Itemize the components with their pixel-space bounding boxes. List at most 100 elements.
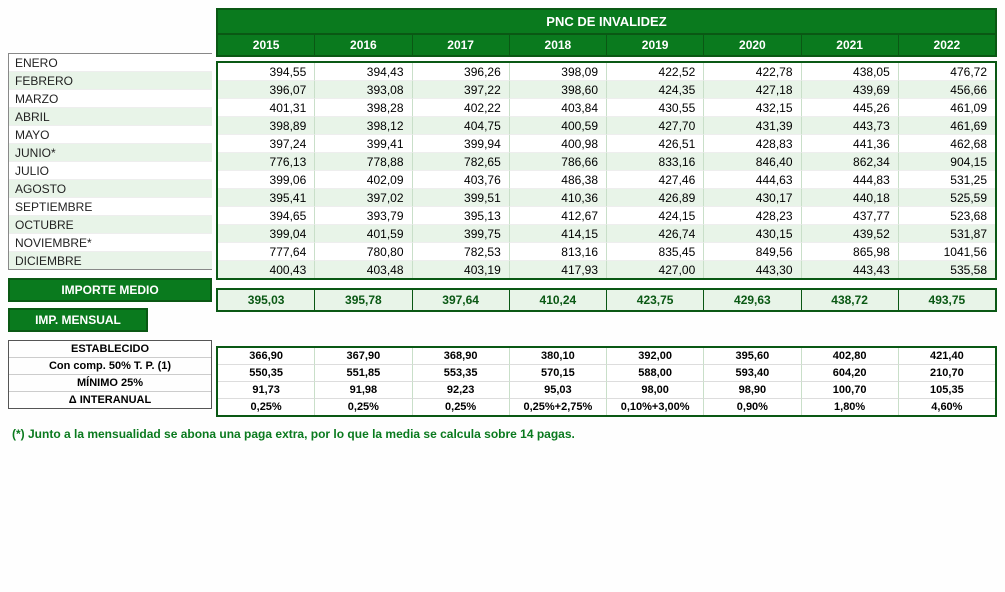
- importe-medio-cell: 397,64: [413, 290, 510, 310]
- data-cell: 486,38: [510, 171, 607, 189]
- data-cell: 444,63: [704, 171, 801, 189]
- data-cell: 1041,56: [899, 243, 995, 261]
- data-cell: 0,90%: [704, 399, 801, 415]
- data-cell: 523,68: [899, 207, 995, 225]
- month-label: ENERO: [9, 54, 212, 72]
- table-row: 394,65393,79395,13412,67424,15428,23437,…: [218, 207, 995, 225]
- data-cell: 399,75: [413, 225, 510, 243]
- data-cell: 398,09: [510, 63, 607, 81]
- data-cell: 399,51: [413, 189, 510, 207]
- data-cell: 414,15: [510, 225, 607, 243]
- data-cell: 421,40: [899, 348, 995, 365]
- data-cell: 846,40: [704, 153, 801, 171]
- table-row: 399,06402,09403,76486,38427,46444,63444,…: [218, 171, 995, 189]
- data-cell: 525,59: [899, 189, 995, 207]
- data-cell: 444,83: [802, 171, 899, 189]
- importe-medio-row: 395,03395,78397,64410,24423,75429,63438,…: [216, 288, 997, 312]
- data-cell: 445,26: [802, 99, 899, 117]
- table-row: 401,31398,28402,22403,84430,55432,15445,…: [218, 99, 995, 117]
- data-cell: 403,76: [413, 171, 510, 189]
- table-row: 776,13778,88782,65786,66833,16846,40862,…: [218, 153, 995, 171]
- data-cell: 550,35: [218, 365, 315, 382]
- data-cell: 553,35: [413, 365, 510, 382]
- data-cell: 398,60: [510, 81, 607, 99]
- data-cell: 780,80: [315, 243, 412, 261]
- data-cell: 782,65: [413, 153, 510, 171]
- month-label: JUNIO*: [9, 144, 212, 162]
- table-row: 395,41397,02399,51410,36426,89430,17440,…: [218, 189, 995, 207]
- data-cell: 424,35: [607, 81, 704, 99]
- table-row: 550,35551,85553,35570,15588,00593,40604,…: [218, 365, 995, 382]
- bottom-row-label: ESTABLECIDO: [9, 341, 211, 358]
- data-cell: 476,72: [899, 63, 995, 81]
- data-cell: 461,69: [899, 117, 995, 135]
- data-cell: 401,31: [218, 99, 315, 117]
- data-cell: 91,73: [218, 382, 315, 399]
- table-row: 777,64780,80782,53813,16835,45849,56865,…: [218, 243, 995, 261]
- data-cell: 367,90: [315, 348, 412, 365]
- year-header: 2020: [704, 35, 801, 55]
- data-cell: 210,70: [899, 365, 995, 382]
- month-label: SEPTIEMBRE: [9, 198, 212, 216]
- month-label: OCTUBRE: [9, 216, 212, 234]
- data-cell: 368,90: [413, 348, 510, 365]
- data-cell: 98,00: [607, 382, 704, 399]
- data-cell: 535,58: [899, 261, 995, 278]
- bottom-row-labels: ESTABLECIDOCon comp. 50% T. P. (1)MÍNIMO…: [8, 340, 212, 409]
- data-cell: 427,46: [607, 171, 704, 189]
- year-header: 2022: [899, 35, 995, 55]
- data-cell: 426,51: [607, 135, 704, 153]
- table-row: 400,43403,48403,19417,93427,00443,30443,…: [218, 261, 995, 278]
- data-cell: 782,53: [413, 243, 510, 261]
- data-cell: 394,65: [218, 207, 315, 225]
- imp-mensual-header: IMP. MENSUAL: [8, 308, 148, 332]
- table-row: 366,90367,90368,90380,10392,00395,60402,…: [218, 348, 995, 365]
- data-cell: 399,06: [218, 171, 315, 189]
- data-cell: 400,43: [218, 261, 315, 278]
- data-cell: 399,94: [413, 135, 510, 153]
- data-cell: 426,89: [607, 189, 704, 207]
- importe-medio-cell: 493,75: [899, 290, 995, 310]
- data-cell: 551,85: [315, 365, 412, 382]
- data-cell: 813,16: [510, 243, 607, 261]
- data-cell: 904,15: [899, 153, 995, 171]
- data-cell: 1,80%: [802, 399, 899, 415]
- data-cell: 427,18: [704, 81, 801, 99]
- data-column: PNC DE INVALIDEZ 20152016201720182019202…: [216, 8, 997, 417]
- data-cell: 440,18: [802, 189, 899, 207]
- data-cell: 398,12: [315, 117, 412, 135]
- data-cell: 604,20: [802, 365, 899, 382]
- data-cell: 399,41: [315, 135, 412, 153]
- data-cell: 400,59: [510, 117, 607, 135]
- data-cell: 397,24: [218, 135, 315, 153]
- data-cell: 865,98: [802, 243, 899, 261]
- data-cell: 397,02: [315, 189, 412, 207]
- month-label: JULIO: [9, 162, 212, 180]
- data-cell: 0,25%: [413, 399, 510, 415]
- data-cell: 430,55: [607, 99, 704, 117]
- data-cell: 92,23: [413, 382, 510, 399]
- importe-medio-cell: 423,75: [607, 290, 704, 310]
- year-header-row: 20152016201720182019202020212022: [216, 35, 997, 57]
- data-cell: 398,89: [218, 117, 315, 135]
- importe-medio-header: IMPORTE MEDIO: [8, 278, 212, 302]
- data-cell: 438,05: [802, 63, 899, 81]
- data-cell: 456,66: [899, 81, 995, 99]
- data-cell: 430,17: [704, 189, 801, 207]
- data-cell: 531,25: [899, 171, 995, 189]
- data-cell: 403,48: [315, 261, 412, 278]
- bottom-row-label: MÍNIMO 25%: [9, 375, 211, 392]
- year-header: 2017: [413, 35, 510, 55]
- data-cell: 849,56: [704, 243, 801, 261]
- data-cell: 428,23: [704, 207, 801, 225]
- table-row: 396,07393,08397,22398,60424,35427,18439,…: [218, 81, 995, 99]
- data-cell: 439,52: [802, 225, 899, 243]
- bottom-row-label: Con comp. 50% T. P. (1): [9, 358, 211, 375]
- data-cell: 424,15: [607, 207, 704, 225]
- data-cell: 98,90: [704, 382, 801, 399]
- table-row: 397,24399,41399,94400,98426,51428,83441,…: [218, 135, 995, 153]
- data-cell: 462,68: [899, 135, 995, 153]
- data-cell: 422,52: [607, 63, 704, 81]
- data-cell: 593,40: [704, 365, 801, 382]
- data-cell: 100,70: [802, 382, 899, 399]
